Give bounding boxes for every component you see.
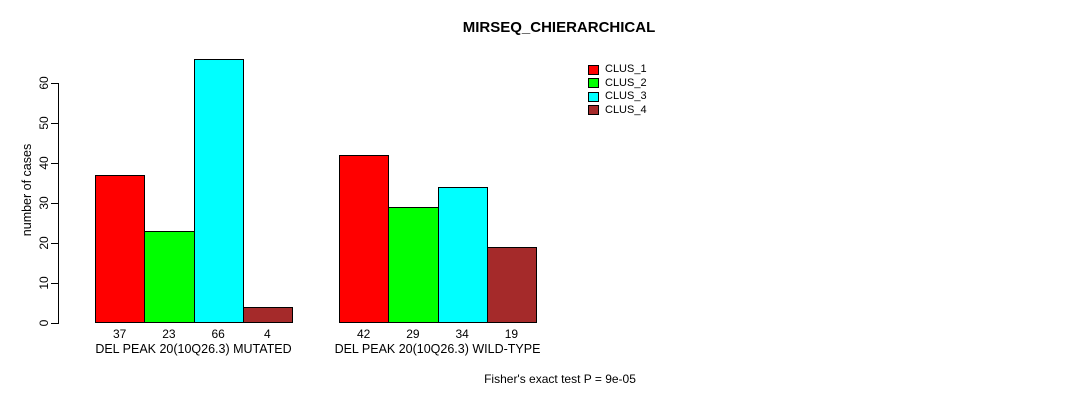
y-axis-line — [58, 83, 59, 324]
y-axis-tick-label: 10 — [37, 276, 51, 290]
legend-item-label: CLUS_2 — [605, 76, 647, 89]
bar-value-label: 19 — [504, 327, 519, 341]
bar-value-label: 4 — [264, 327, 271, 341]
bar-clus_2-group1 — [144, 231, 195, 323]
bar-clus_1-group1 — [95, 175, 146, 323]
x-group-label: DEL PEAK 20(10Q26.3) MUTATED — [95, 342, 292, 356]
bar-clus_3-group2 — [437, 187, 488, 323]
legend-item-label: CLUS_1 — [605, 63, 647, 76]
y-axis-tick — [51, 322, 58, 324]
bar-value-label: 34 — [455, 327, 469, 341]
stat-annotation: Fisher's exact test P = 9e-05 — [484, 372, 636, 386]
legend-swatch-clus_2 — [588, 78, 599, 89]
legend-item: CLUS_1 — [588, 63, 647, 77]
y-axis-tick-label: 30 — [37, 196, 51, 210]
y-axis-tick — [51, 282, 58, 284]
y-axis-tick — [51, 202, 58, 204]
legend: CLUS_1 CLUS_2 CLUS_3 CLUS_4 — [588, 63, 647, 117]
bar-clus_1-group2 — [339, 155, 390, 323]
legend-item: CLUS_3 — [588, 90, 647, 104]
legend-item-label: CLUS_3 — [605, 90, 647, 103]
bar-clus_4-group2 — [486, 247, 537, 323]
legend-item-label: CLUS_4 — [605, 103, 647, 116]
y-axis-tick — [51, 122, 58, 124]
bar-value-label: 29 — [406, 327, 420, 341]
y-axis-tick-label: 50 — [37, 116, 51, 130]
bar-value-label: 37 — [112, 327, 127, 341]
y-axis-tick — [51, 162, 58, 164]
chart-title: MIRSEQ_CHIERARCHICAL — [462, 19, 656, 36]
y-axis-tick-label: 0 — [37, 319, 51, 327]
y-axis-tick-label: 60 — [37, 76, 51, 90]
bar-clus_2-group2 — [388, 207, 439, 323]
bar-clus_4-group1 — [242, 307, 293, 323]
legend-item: CLUS_4 — [588, 104, 647, 118]
bar-value-label: 66 — [211, 327, 225, 341]
legend-swatch-clus_3 — [588, 91, 599, 102]
bar-clus_3-group1 — [193, 59, 244, 323]
y-axis-tick — [51, 242, 58, 244]
legend-item: CLUS_2 — [588, 77, 647, 91]
y-axis-label: number of cases — [20, 143, 34, 237]
x-group-label: DEL PEAK 20(10Q26.3) WILD-TYPE — [334, 342, 541, 356]
y-axis-tick-label: 40 — [37, 156, 51, 170]
y-axis-tick — [51, 82, 58, 84]
bar-value-label: 23 — [162, 327, 176, 341]
legend-swatch-clus_4 — [588, 105, 599, 116]
bar-value-label: 42 — [356, 327, 371, 341]
y-axis-tick-label: 20 — [37, 236, 51, 250]
legend-swatch-clus_1 — [588, 64, 599, 75]
